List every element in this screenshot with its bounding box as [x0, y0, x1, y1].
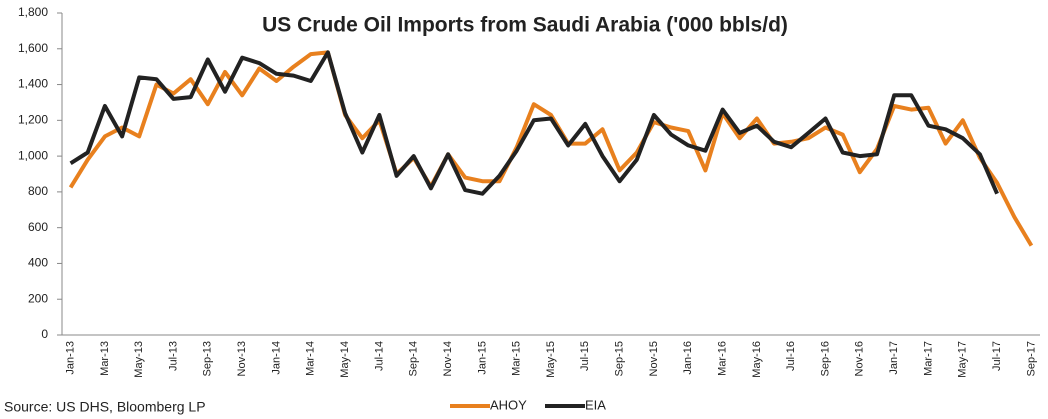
x-tick-label: Sep-13	[202, 341, 214, 376]
x-tick-label: Nov-13	[236, 341, 248, 376]
x-tick-label: Mar-13	[99, 341, 111, 376]
x-tick-label: Nov-14	[442, 341, 454, 376]
y-tick-label: 400	[28, 256, 48, 270]
x-tick-label: Nov-16	[854, 341, 866, 376]
y-tick-label: 1,000	[18, 148, 48, 162]
y-tick-label: 1,600	[18, 41, 48, 55]
x-tick-label: Jan-16	[682, 341, 694, 375]
y-tick-label: 600	[28, 220, 48, 234]
y-tick-label: 1,400	[18, 77, 48, 91]
x-tick-label: Sep-15	[614, 341, 626, 376]
x-tick-label: Mar-16	[716, 341, 728, 376]
legend-label: AHOY	[490, 397, 527, 412]
x-tick-label: Jul-15	[579, 341, 591, 371]
x-tick-label: May-16	[751, 341, 763, 378]
y-tick-label: 1,800	[18, 5, 48, 19]
x-tick-label: Mar-17	[922, 341, 934, 376]
y-tick-label: 0	[41, 327, 48, 341]
x-tick-label: Mar-15	[511, 341, 523, 376]
series-line	[68, 50, 1034, 247]
x-tick-label: Jan-14	[270, 341, 282, 375]
x-tick-label: May-15	[545, 341, 557, 378]
x-tick-label: May-14	[339, 341, 351, 378]
x-tick-label: Jul-16	[785, 341, 797, 371]
x-tick-label: Sep-16	[819, 341, 831, 376]
y-tick-label: 800	[28, 184, 48, 198]
x-tick-label: May-13	[133, 341, 145, 378]
x-tick-label: Jul-17	[991, 341, 1003, 371]
y-tick-label: 1,200	[18, 113, 48, 127]
x-tick-label: Sep-14	[408, 341, 420, 376]
x-tick-label: Jul-14	[373, 341, 385, 371]
y-tick-label: 200	[28, 291, 48, 305]
x-tick-label: Nov-15	[648, 341, 660, 376]
x-tick-label: Sep-17	[1025, 341, 1037, 376]
x-tick-label: Jan-15	[476, 341, 488, 375]
x-tick-label: May-17	[957, 341, 969, 378]
source: Source: US DHS, Bloomberg LP	[4, 399, 206, 415]
legend-label: EIA	[585, 397, 606, 412]
x-tick-label: Jan-17	[888, 341, 900, 375]
chart-title: US Crude Oil Imports from Saudi Arabia (…	[262, 14, 788, 37]
x-tick-label: Mar-14	[305, 341, 317, 376]
x-tick-label: Jul-13	[167, 341, 179, 371]
x-tick-label: Jan-13	[64, 341, 76, 375]
series-line	[69, 50, 999, 196]
